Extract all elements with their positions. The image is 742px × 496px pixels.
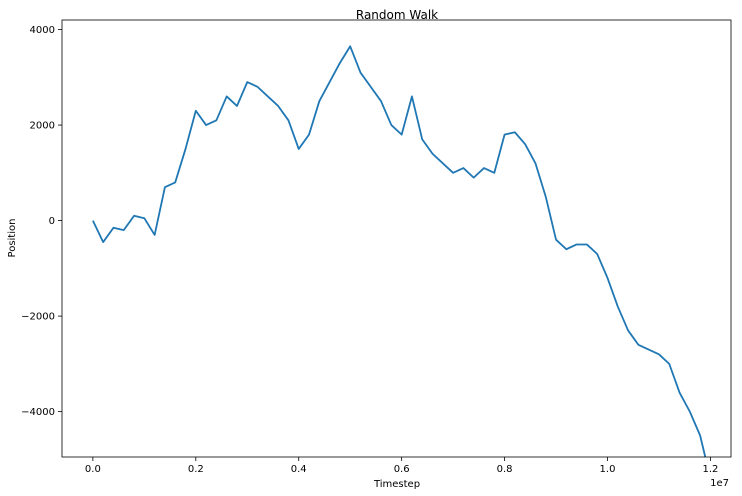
x-axis-offset-text: 1e7: [710, 478, 729, 489]
y-axis-ticks: −4000 −2000 0 2000 4000: [21, 25, 62, 418]
x-tick-label: 1.0: [600, 464, 616, 475]
y-tick-label: −4000: [21, 407, 55, 418]
y-axis-label: Position: [7, 219, 18, 258]
x-tick-label: 1.2: [702, 464, 718, 475]
x-tick-label: 0.8: [497, 464, 513, 475]
x-tick-label: 0.6: [394, 464, 410, 475]
y-tick-label: 2000: [30, 121, 55, 132]
y-tick-label: −2000: [21, 312, 55, 323]
x-axis-ticks: 0.0 0.2 0.4 0.6 0.8 1.0 1.2: [85, 457, 718, 475]
series-line-0: [92, 45, 707, 458]
x-tick-label: 0.0: [85, 464, 101, 475]
axes-frame: [61, 19, 732, 458]
x-axis-label: Timestep: [373, 479, 420, 490]
y-tick-label: 0: [49, 216, 55, 227]
x-tick-label: 0.4: [291, 464, 307, 475]
x-tick-label: 0.2: [188, 464, 204, 475]
plot-area: [92, 45, 707, 458]
y-tick-label: 4000: [30, 25, 55, 36]
chart-title: Random Walk: [356, 8, 438, 22]
